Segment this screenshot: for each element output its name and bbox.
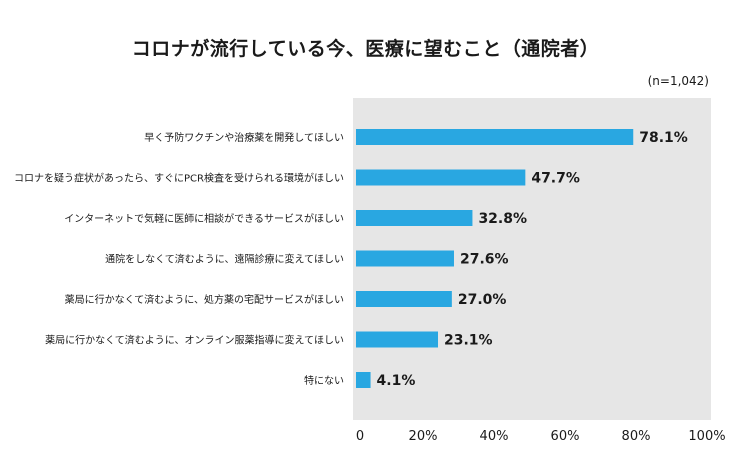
category-label: インターネットで気軽に医師に相談ができるサービスがほしい — [64, 212, 344, 225]
bar — [356, 291, 452, 307]
bar — [356, 372, 371, 388]
category-label: 通院をしなくて済むように、遠隔診療に変えてほしい — [105, 253, 344, 266]
bar — [356, 169, 526, 186]
x-tick-label: 60% — [551, 429, 580, 444]
data-label: 4.1% — [377, 373, 416, 389]
x-tick-label: 100% — [688, 429, 725, 444]
category-label: 特にない — [304, 375, 344, 387]
data-label: 32.8% — [478, 211, 527, 227]
category-label: コロナを疑う症状があったら、すぐにPCR検査を受けられる環境がほしい — [14, 172, 344, 185]
data-label: 23.1% — [444, 333, 493, 349]
bar — [356, 331, 439, 348]
category-label: 早く予防ワクチンや治療薬を開発してほしい — [144, 131, 344, 144]
category-label: 薬局に行かなくて済むように、処方薬の宅配サービスがほしい — [65, 293, 344, 306]
sample-size-note: (n=1,042) — [647, 74, 709, 88]
bar — [356, 129, 634, 145]
chart-title: コロナが流行している今、医療に望むこと（通院者） — [131, 38, 600, 60]
category-label: 薬局に行かなくて済むように、オンライン服薬指導に変えてほしい — [45, 334, 344, 347]
x-tick-label: 0 — [356, 429, 364, 444]
bar — [356, 250, 454, 267]
x-tick-label: 40% — [480, 429, 509, 444]
data-label: 47.7% — [531, 171, 580, 187]
x-tick-label: 20% — [409, 429, 438, 444]
bar — [356, 210, 473, 226]
data-label: 78.1% — [639, 130, 688, 146]
data-label: 27.6% — [460, 252, 509, 268]
data-label: 27.0% — [458, 292, 507, 308]
x-tick-label: 80% — [622, 429, 651, 444]
